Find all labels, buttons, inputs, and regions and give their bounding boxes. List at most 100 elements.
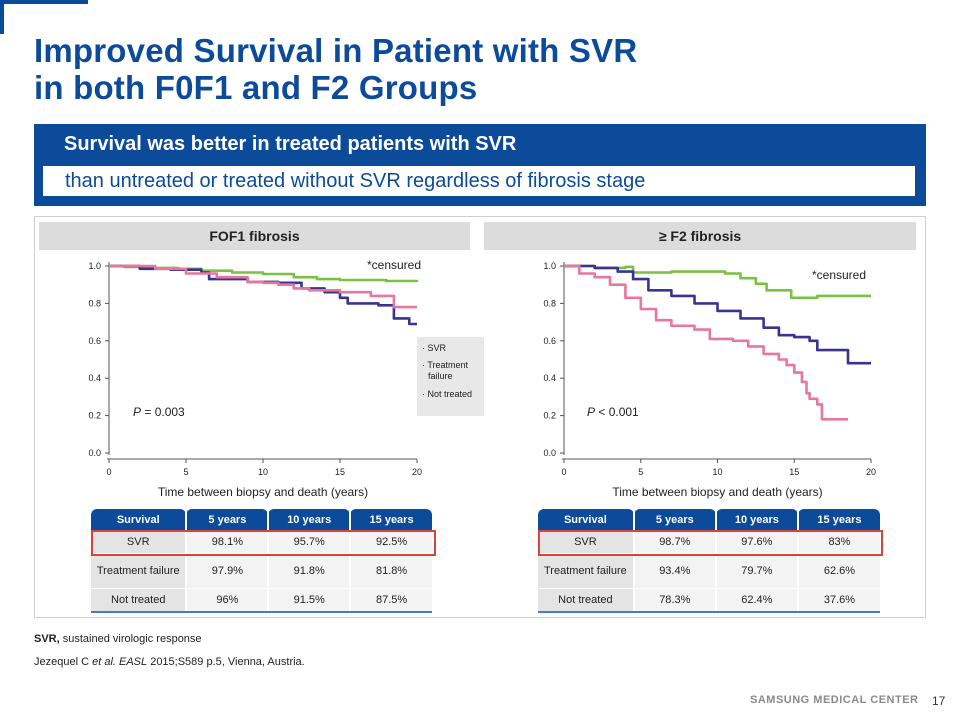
table-cell: Treatment failure xyxy=(538,553,634,589)
left-panel-title: FOF1 fibrosis xyxy=(39,222,470,250)
slide-title: Improved Survival in Patient with SVR in… xyxy=(34,32,637,106)
y-tick-label: 0.6 xyxy=(543,336,556,346)
x-tick-label: 0 xyxy=(561,467,566,477)
table-cell: Treatment failure xyxy=(91,553,187,589)
x-tick-label: 10 xyxy=(258,467,268,477)
table-cell: 62.6% xyxy=(796,553,880,589)
right-panel-title: ≥ F2 fibrosis xyxy=(484,222,916,250)
citation-authors: Jezequel C xyxy=(34,656,93,668)
table-row: Treatment failure 93.4% 79.7% 62.6% xyxy=(538,553,880,589)
x-axis-label: Time between biopsy and death (years) xyxy=(612,485,822,499)
p-value-text: = 0.003 xyxy=(141,405,185,419)
survival-curve-not-treated xyxy=(564,264,848,421)
x-tick-label: 10 xyxy=(712,467,722,477)
x-tick-label: 15 xyxy=(789,467,799,477)
right-survival-table: Survival 5 years 10 years 15 years SVR 98.7% 9… xyxy=(538,509,880,613)
table-header-cell: 10 years xyxy=(267,509,351,531)
survival-curve-treatment-failure xyxy=(109,264,417,326)
left-survival-table: Survival 5 years 10 years 15 years SVR 98.1% 9… xyxy=(91,509,432,613)
x-axis-label: Time between biopsy and death (years) xyxy=(158,485,368,499)
y-tick-label: 0.6 xyxy=(88,336,101,346)
table-cell: 91.5% xyxy=(267,588,351,613)
y-tick-label: 0.2 xyxy=(88,411,101,421)
table-cell: Not treated xyxy=(91,588,187,613)
table-cell: 95.7% xyxy=(267,531,351,554)
y-tick-label: 0.2 xyxy=(543,411,556,421)
footnote-text: sustained virologic response xyxy=(59,633,202,645)
table-cell: 78.3% xyxy=(632,588,716,613)
table-cell: 92.5% xyxy=(349,531,432,554)
x-tick-label: 20 xyxy=(866,467,876,477)
citation: Jezequel C et al. EASL 2015;S589 p.5, Vi… xyxy=(34,656,305,668)
table-header-cell: Survival xyxy=(538,509,634,531)
y-tick-label: 0.8 xyxy=(88,298,101,308)
y-tick-label: 0.8 xyxy=(543,298,556,308)
brand-logo-text: SAMSUNG MEDICAL CENTER xyxy=(750,694,919,706)
table-header-cell: 15 years xyxy=(796,509,880,531)
y-tick-label: 0.4 xyxy=(543,373,556,383)
table-cell: SVR xyxy=(91,531,187,554)
table-row: SVR 98.1% 95.7% 92.5% xyxy=(91,531,432,554)
table-header-cell: 5 years xyxy=(185,509,269,531)
table-header-row: Survival 5 years 10 years 15 years xyxy=(91,509,432,531)
table-cell: 98.1% xyxy=(185,531,269,554)
censored-note: *censured xyxy=(812,268,866,282)
table-cell: 81.8% xyxy=(349,553,432,589)
table-cell: 37.6% xyxy=(796,588,880,613)
x-tick-label: 5 xyxy=(638,467,643,477)
table-cell: 83% xyxy=(796,531,880,554)
slide-title-line1: Improved Survival in Patient with SVR xyxy=(34,32,638,69)
y-tick-label: 0.0 xyxy=(88,448,101,458)
x-tick-label: 5 xyxy=(183,467,188,477)
left-survival-chart: 0.0 0.2 0.4 0.6 0.8 1.0 0 5 10 15 20 *censured P = 0… xyxy=(88,258,484,499)
banner-subheading: than untreated or treated without SVR re… xyxy=(43,166,915,196)
table-row: Not treated 78.3% 62.4% 37.6% xyxy=(538,588,880,613)
y-tick-label: 1.0 xyxy=(88,261,101,271)
table-header-cell: 10 years xyxy=(714,509,798,531)
censored-note: *censured xyxy=(367,258,421,272)
footnote-term: SVR, xyxy=(34,633,60,645)
key-message-banner: Survival was better in treated patients … xyxy=(34,124,926,206)
survival-curve-not-treated xyxy=(109,264,417,309)
survival-curve-treatment-failure xyxy=(564,264,871,365)
table-cell: 97.6% xyxy=(714,531,798,554)
x-tick-label: 0 xyxy=(106,467,111,477)
legend-label: · SVR xyxy=(422,343,447,353)
legend-label-part: · Not treated xyxy=(422,389,472,399)
table-header-cell: 5 years xyxy=(632,509,716,531)
figure-frame xyxy=(34,216,926,618)
table-row: Treatment failure 97.9% 91.8% 81.8% xyxy=(91,553,432,589)
table-cell: 96% xyxy=(185,588,269,613)
x-tick-label: 15 xyxy=(335,467,345,477)
table-cell: Not treated xyxy=(538,588,634,613)
corner-accent-vertical xyxy=(0,0,4,34)
table-header-row: Survival 5 years 10 years 15 years xyxy=(538,509,880,531)
legend-label-part: · SVR xyxy=(422,343,447,353)
footnote: SVR, sustained virologic response xyxy=(34,633,202,645)
corner-accent-horizontal xyxy=(0,0,88,4)
table-cell: 87.5% xyxy=(349,588,432,613)
x-tick-label: 20 xyxy=(412,467,422,477)
p-value-label: P < 0.001 xyxy=(587,405,639,419)
y-tick-label: 0.0 xyxy=(543,448,556,458)
table-cell: 98.7% xyxy=(632,531,716,554)
citation-etal: et al. EASL xyxy=(92,656,148,668)
survival-curve-svr xyxy=(564,264,871,300)
slide-title-line2: in both F0F1 and F2 Groups xyxy=(34,69,478,106)
right-survival-chart: 0.0 0.2 0.4 0.6 0.8 1.0 0 5 10 15 20 *censured P < 0… xyxy=(543,261,876,499)
p-value-text: < 0.001 xyxy=(595,405,639,419)
table-cell: 93.4% xyxy=(632,553,716,589)
legend-label: · Treatment failure xyxy=(422,360,469,381)
table-cell: 91.8% xyxy=(267,553,351,589)
right-svr-row-highlight xyxy=(538,530,883,556)
table-row: Not treated 96% 91.5% 87.5% xyxy=(91,588,432,613)
y-tick-label: 0.4 xyxy=(88,373,101,383)
legend-box xyxy=(417,337,484,416)
citation-rest: 2015;S589 p.5, Vienna, Austria. xyxy=(147,656,305,668)
table-cell: SVR xyxy=(538,531,634,554)
y-tick-label: 1.0 xyxy=(543,261,556,271)
page-number: 17 xyxy=(932,694,946,708)
table-cell: 97.9% xyxy=(185,553,269,589)
p-value-label: P = 0.003 xyxy=(133,405,185,419)
p-symbol: P xyxy=(587,405,595,419)
